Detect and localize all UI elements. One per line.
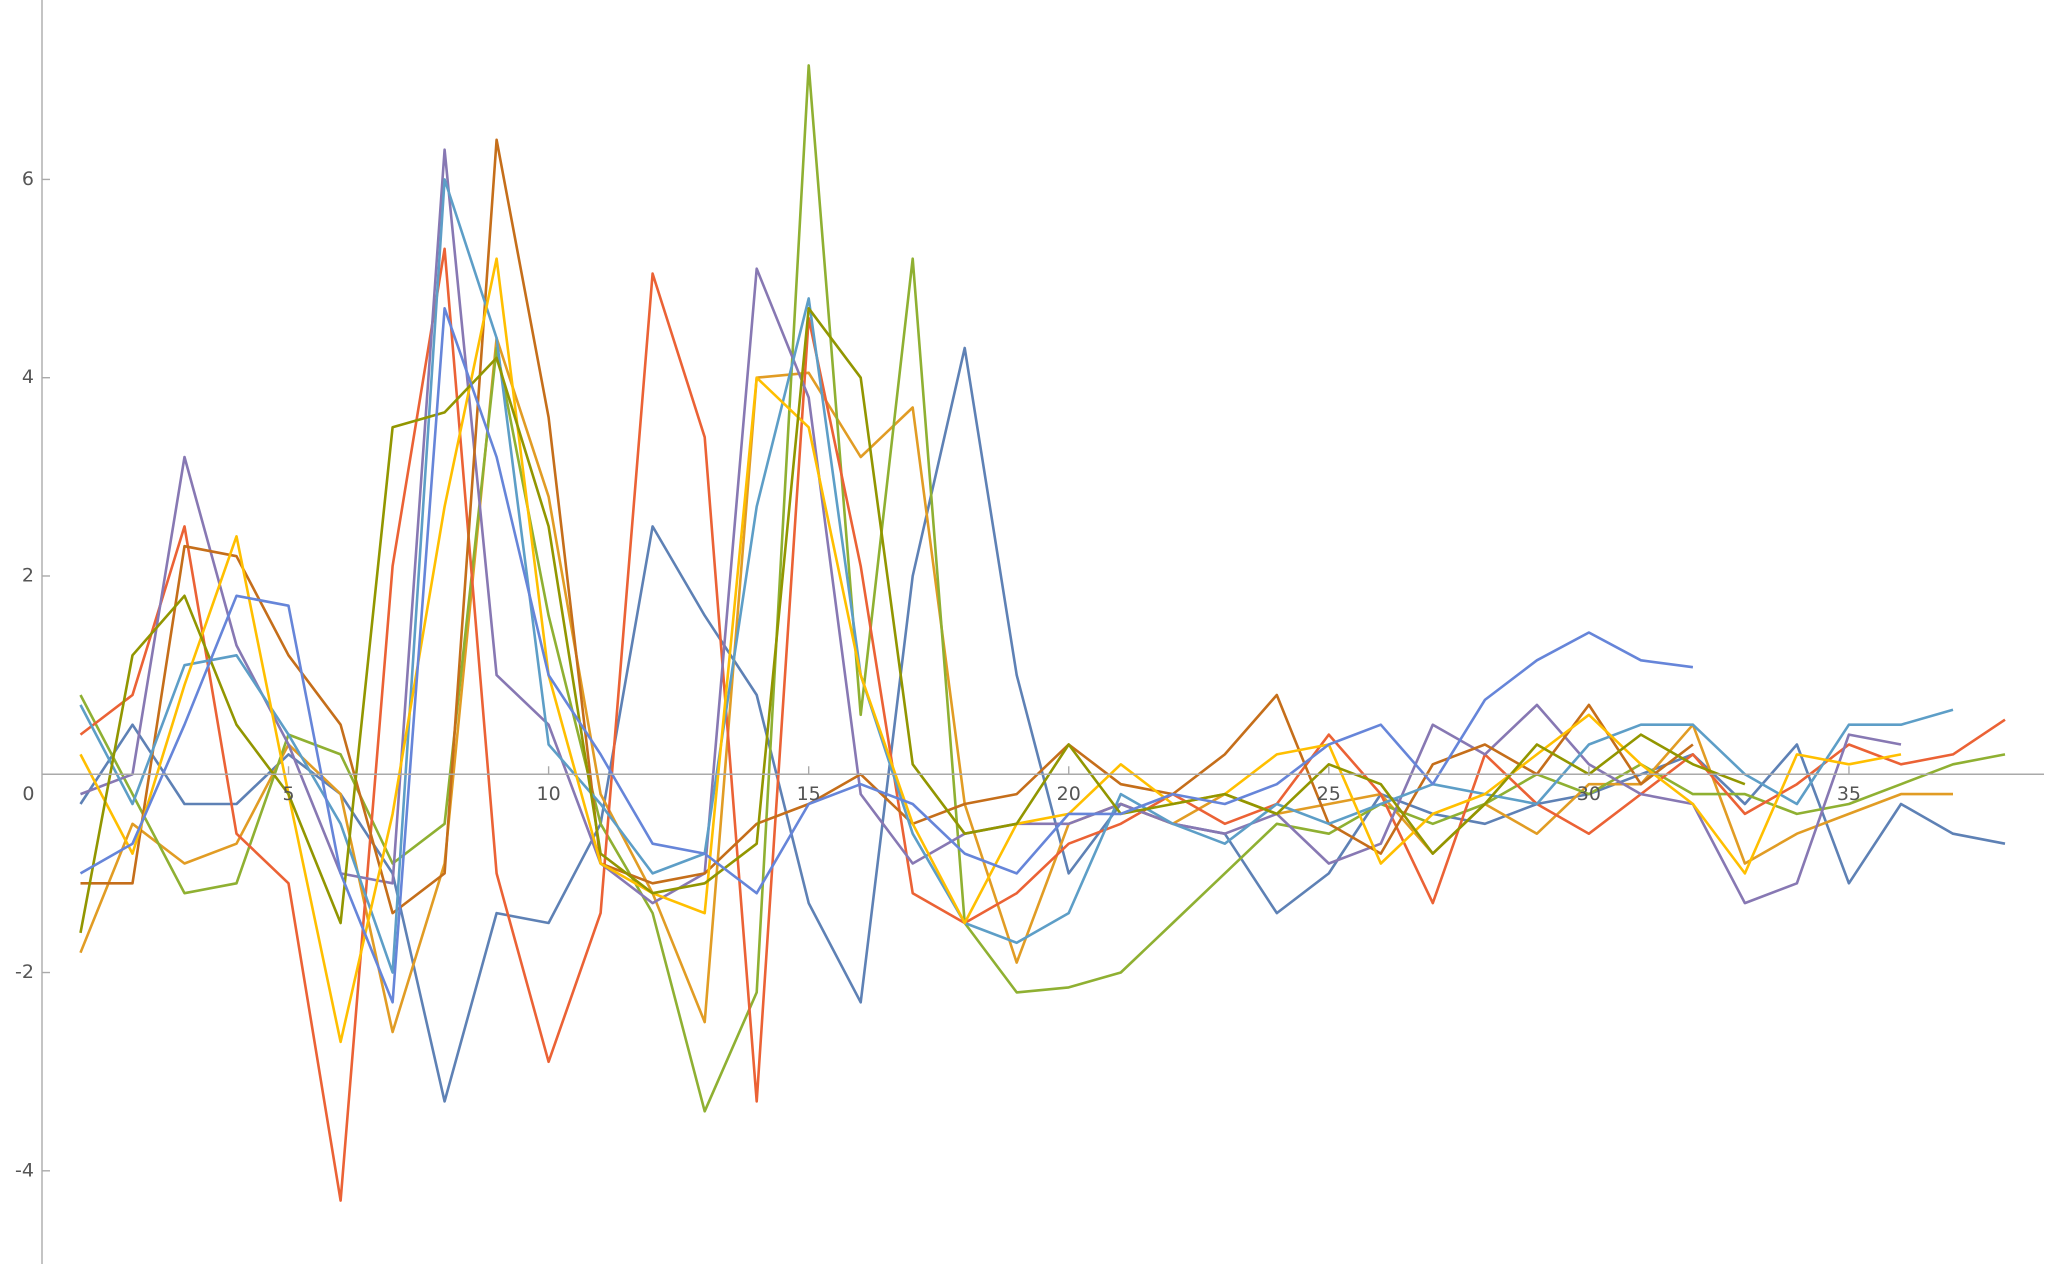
series-line [79, 64, 2006, 1113]
x-tick-label: 15 [797, 783, 821, 805]
series-line [79, 346, 2006, 1103]
series-line [80, 138, 1694, 915]
series-line [79, 307, 1694, 1004]
x-tick-label: 35 [1837, 783, 1861, 805]
series-line [79, 257, 1902, 1044]
x-tick-label: 25 [1317, 783, 1341, 805]
y-tick-label: -2 [15, 961, 34, 983]
y-tick-label: 6 [22, 168, 34, 190]
x-tick-label: 0 [22, 783, 34, 805]
x-tick-label: 20 [1057, 783, 1081, 805]
x-tick-label: 30 [1577, 783, 1601, 805]
series-line [79, 178, 1954, 974]
x-tick-label: 10 [537, 783, 561, 805]
y-tick-label: 4 [22, 366, 34, 388]
series-line [79, 247, 2006, 1202]
y-tick-label: -4 [15, 1159, 34, 1181]
series-line [79, 307, 1746, 934]
x-tick-label: 5 [282, 783, 294, 805]
y-tick-label: 2 [22, 564, 34, 586]
